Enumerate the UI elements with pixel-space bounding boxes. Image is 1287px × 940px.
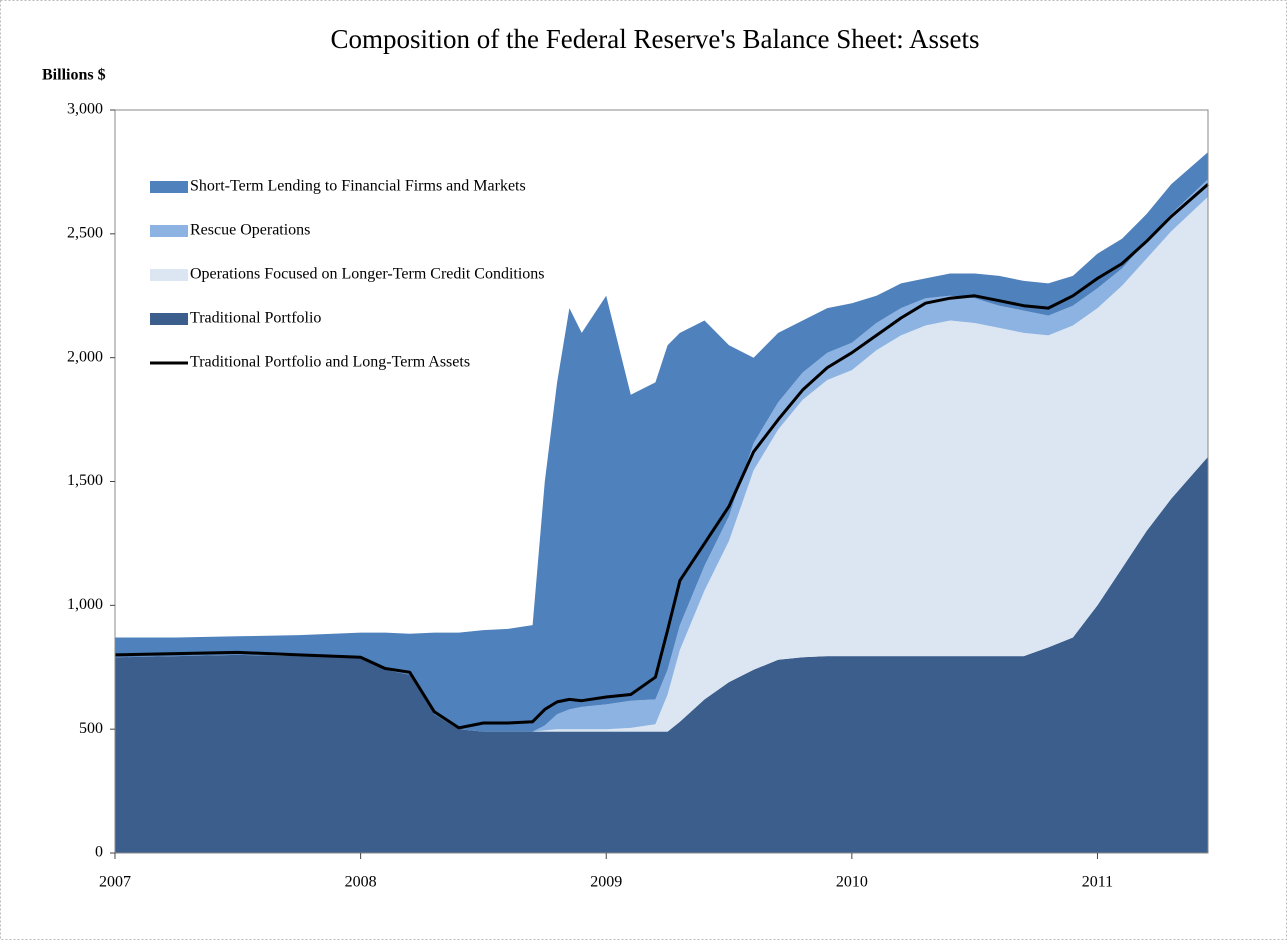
legend-label: Operations Focused on Longer-Term Credit… <box>190 266 545 283</box>
chart-title: Composition of the Federal Reserve's Bal… <box>331 24 980 54</box>
y-tick-label: 2,000 <box>67 348 103 365</box>
legend-swatch <box>150 269 188 281</box>
legend-swatch <box>150 181 188 193</box>
y-tick-label: 500 <box>79 720 103 737</box>
y-tick-label: 1,500 <box>67 472 103 489</box>
x-tick-label: 2010 <box>836 874 868 891</box>
line <box>114 183 1209 730</box>
y-tick-label: 3,000 <box>67 101 103 118</box>
legend-label: Traditional Portfolio and Long-Term Asse… <box>190 354 470 371</box>
y-tick-label: 2,500 <box>67 225 103 242</box>
y-tick-label: 1,000 <box>67 596 103 613</box>
x-tick-label: 2011 <box>1082 874 1113 891</box>
y-axis-label: Billions $ <box>42 67 106 84</box>
x-tick-label: 2007 <box>99 874 131 891</box>
legend-label: Rescue Operations <box>190 222 310 239</box>
area <box>115 152 1208 732</box>
legend-label: Short-Term Lending to Financial Firms an… <box>190 178 526 195</box>
y-tick-label: 0 <box>95 844 103 861</box>
area <box>115 456 1208 853</box>
x-tick-label: 2009 <box>590 874 622 891</box>
area <box>115 179 1208 732</box>
legend-swatch <box>150 225 188 237</box>
area <box>115 196 1208 732</box>
legend-swatch <box>150 313 188 325</box>
legend-label: Traditional Portfolio <box>190 310 321 327</box>
x-tick-label: 2008 <box>345 874 377 891</box>
